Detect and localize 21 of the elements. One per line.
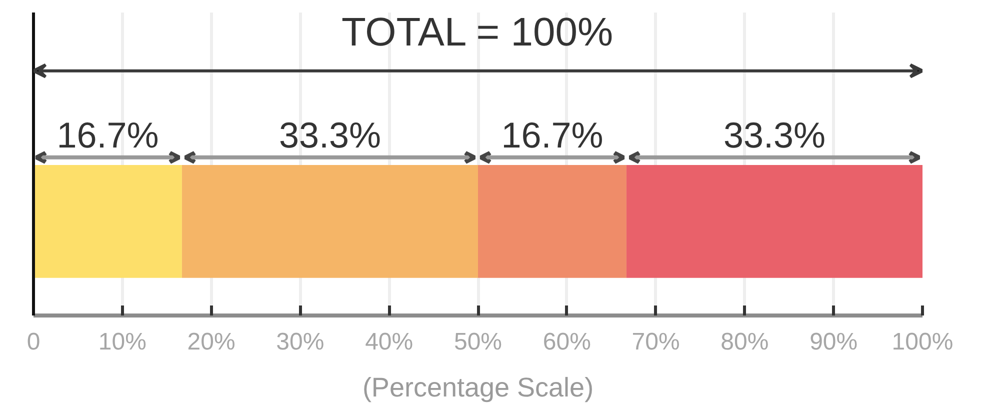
bar — [182, 164, 478, 278]
data-label: 33.3% — [723, 114, 826, 156]
x-tick-label: 40% — [365, 328, 414, 356]
x-axis-title: (Percentage Scale) — [362, 372, 594, 402]
text: TOTAL = 100% — [341, 10, 614, 54]
bar — [478, 164, 626, 278]
x-tick-label: 50% — [454, 328, 502, 356]
x-tick-label: 80% — [720, 328, 769, 356]
x-tick-label: 30% — [276, 328, 324, 356]
x-tick-label: 70% — [632, 328, 680, 356]
x-tick-label: 90% — [810, 328, 858, 356]
bar — [34, 164, 182, 278]
x-tick-label: 10% — [98, 328, 146, 356]
x-tick-label: 0 — [26, 328, 40, 356]
bar — [626, 164, 922, 278]
data-label: 33.3% — [278, 114, 382, 156]
x-tick-label: 60% — [542, 328, 591, 356]
data-label: 16.7% — [501, 114, 604, 156]
x-tick-label: 20% — [187, 328, 236, 356]
data-label: 16.7% — [56, 114, 159, 156]
x-tick-label: 100% — [892, 328, 954, 356]
